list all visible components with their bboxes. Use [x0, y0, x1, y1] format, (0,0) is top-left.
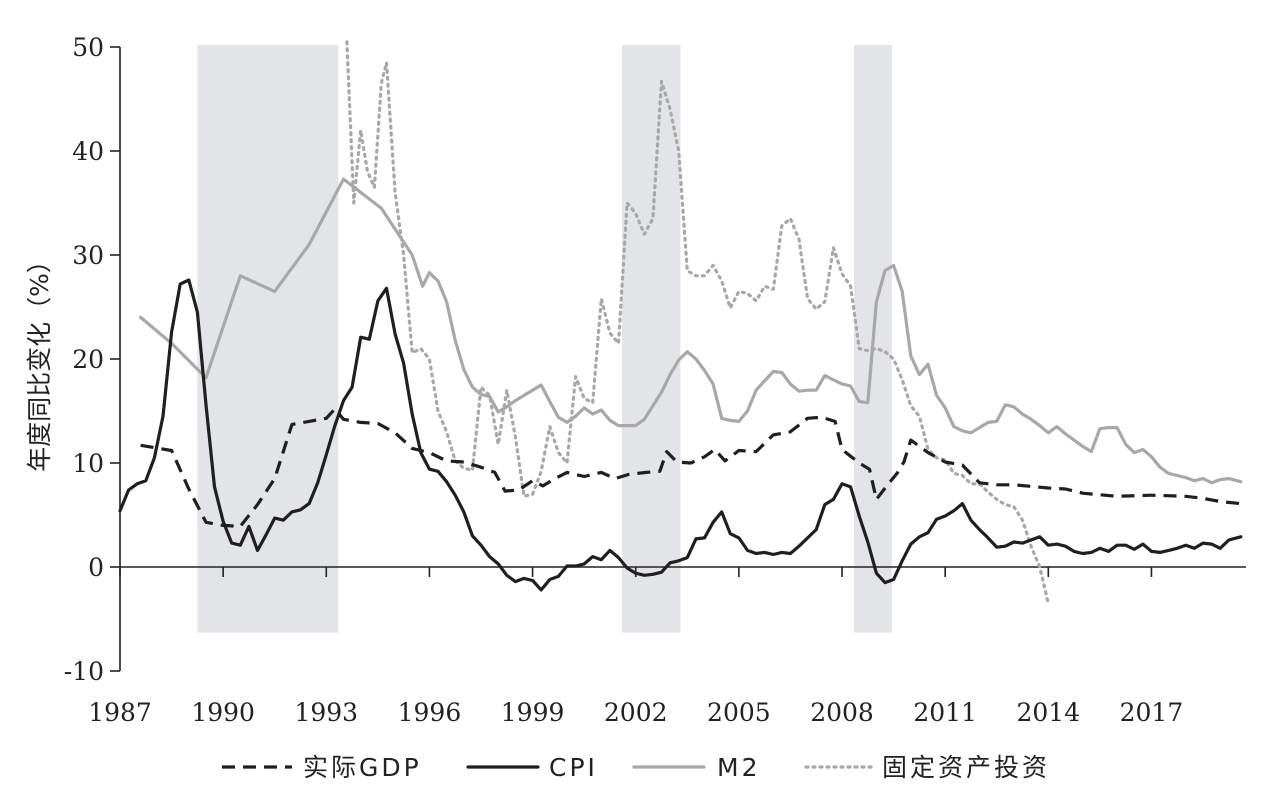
x-tick-label: 1987 [88, 698, 152, 727]
y-axis-title: 年度同比变化（%） [25, 248, 54, 472]
y-tick-label: 30 [72, 241, 104, 270]
legend-label: 实际GDP [303, 753, 422, 782]
shaded-regions [197, 44, 892, 633]
series-line-3 [345, 40, 1050, 605]
y-tick-label: -10 [64, 657, 104, 686]
legend-label: CPI [549, 753, 598, 782]
y-axis-label: 年度同比变化（%） [25, 248, 54, 472]
x-tick-label: 2011 [913, 698, 977, 727]
y-tick-labels: -10 0 10 20 30 40 50 [64, 33, 104, 686]
x-tick-label: 2008 [810, 698, 874, 727]
x-tick-label: 1990 [191, 698, 255, 727]
y-tick-label: 20 [72, 345, 104, 374]
legend: 实际GDP CPI M2 固定资产投资 [222, 753, 1050, 782]
legend-label: 固定资产投资 [882, 753, 1050, 782]
series-lines [118, 40, 1243, 605]
shaded-region [621, 44, 681, 633]
y-tick-label: 50 [72, 33, 104, 62]
y-tick-label: 40 [72, 137, 104, 166]
legend-label: M2 [717, 753, 760, 782]
series-line-2 [139, 177, 1243, 485]
series-line-1 [118, 278, 1243, 592]
x-tick-label: 1999 [501, 698, 565, 727]
x-tick-label: 1996 [398, 698, 462, 727]
x-tick-label: 2005 [707, 698, 771, 727]
x-tick-labels: 1987 1990 1993 1996 1999 2002 2005 2008 2011 2014… [88, 698, 1183, 727]
axes [110, 46, 1246, 672]
x-tick-label: 2002 [604, 698, 668, 727]
x-tick-label: 2014 [1016, 698, 1080, 727]
x-tick-label: 2017 [1120, 698, 1184, 727]
x-tick-label: 1993 [294, 698, 358, 727]
y-tick-label: 0 [88, 553, 104, 582]
y-tick-label: 10 [72, 449, 104, 478]
